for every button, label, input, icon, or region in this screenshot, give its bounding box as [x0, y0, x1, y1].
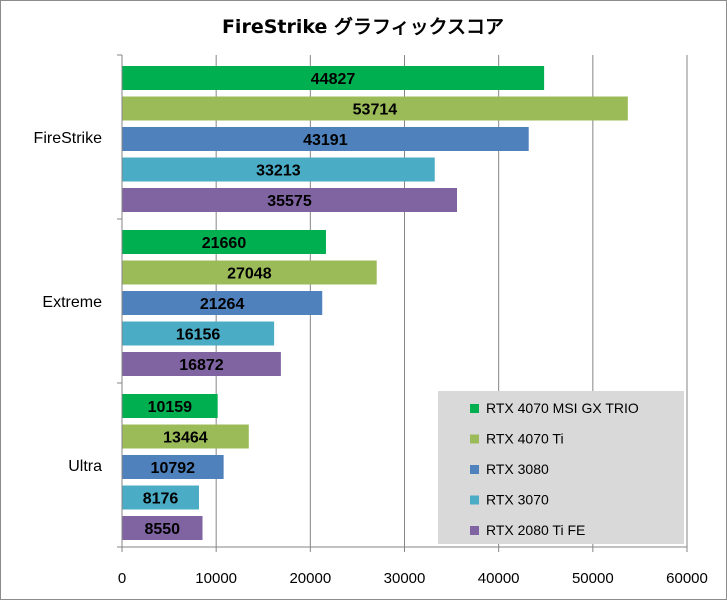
legend-label: RTX 3070 [486, 492, 549, 508]
data-label: 13464 [163, 430, 208, 447]
legend-label: RTX 3080 [486, 461, 549, 477]
bar-ultra-2 [122, 455, 224, 479]
bar-extreme-3 [122, 321, 275, 346]
legend-label: RTX 4070 MSI GX TRIO [486, 400, 639, 416]
data-label: 43191 [303, 132, 348, 149]
data-label: 27048 [227, 266, 272, 283]
bar-firestrike-2 [122, 127, 529, 151]
data-label: 8550 [144, 521, 180, 538]
data-label: 44827 [311, 71, 356, 88]
data-label: 35575 [267, 193, 312, 210]
category-label: Ultra [68, 458, 102, 475]
x-tick-label: 20000 [289, 570, 331, 587]
data-label: 16156 [176, 327, 221, 344]
data-label: 53714 [353, 102, 398, 119]
bar-extreme-2 [122, 291, 323, 315]
bar-firestrike-1 [122, 96, 628, 121]
category-label: FireStrike [34, 130, 103, 147]
bar-ultra-1 [122, 424, 249, 449]
axes: FireStrike Extreme Ultra 0 10000 20000 30000 40… [34, 54, 708, 587]
bar-ultra-0 [122, 394, 218, 418]
legend: RTX 4070 MSI GX TRIO RTX 4070 Ti RTX 3080 R… [438, 391, 684, 544]
x-tick-label: 40000 [478, 570, 520, 587]
x-tick-label: 0 [118, 570, 126, 587]
x-tick-label: 10000 [195, 570, 237, 587]
bars [122, 66, 628, 540]
bar-ultra-4 [122, 516, 203, 540]
data-label: 10792 [151, 460, 196, 477]
legend-swatch [470, 495, 479, 505]
data-label: 21660 [202, 235, 247, 252]
legend-swatch [470, 434, 479, 444]
legend-label: RTX 4070 Ti [486, 431, 564, 447]
bar-extreme-0 [122, 230, 326, 254]
bar-ultra-3 [122, 485, 199, 510]
category-label: Extreme [42, 294, 102, 311]
x-tick-label: 30000 [384, 570, 426, 587]
legend-swatch [470, 465, 479, 474]
legend-swatch [470, 526, 479, 535]
chart-title: FireStrike グラフィックスコア [222, 15, 504, 38]
bar-firestrike-3 [122, 157, 435, 182]
bar-extreme-1 [122, 260, 377, 285]
x-tick-label: 60000 [666, 570, 708, 587]
data-label: 10159 [148, 399, 193, 416]
data-label: 16872 [179, 357, 224, 374]
x-tick-label: 50000 [572, 570, 614, 587]
bar-firestrike-4 [122, 188, 457, 212]
bar-extreme-4 [122, 352, 281, 376]
legend-label: RTX 2080 Ti FE [486, 522, 585, 538]
bar-firestrike-0 [122, 66, 545, 90]
legend-swatch [470, 404, 479, 413]
data-label: 8176 [143, 491, 179, 508]
data-label: 21264 [200, 296, 245, 313]
data-label: 33213 [256, 163, 301, 180]
